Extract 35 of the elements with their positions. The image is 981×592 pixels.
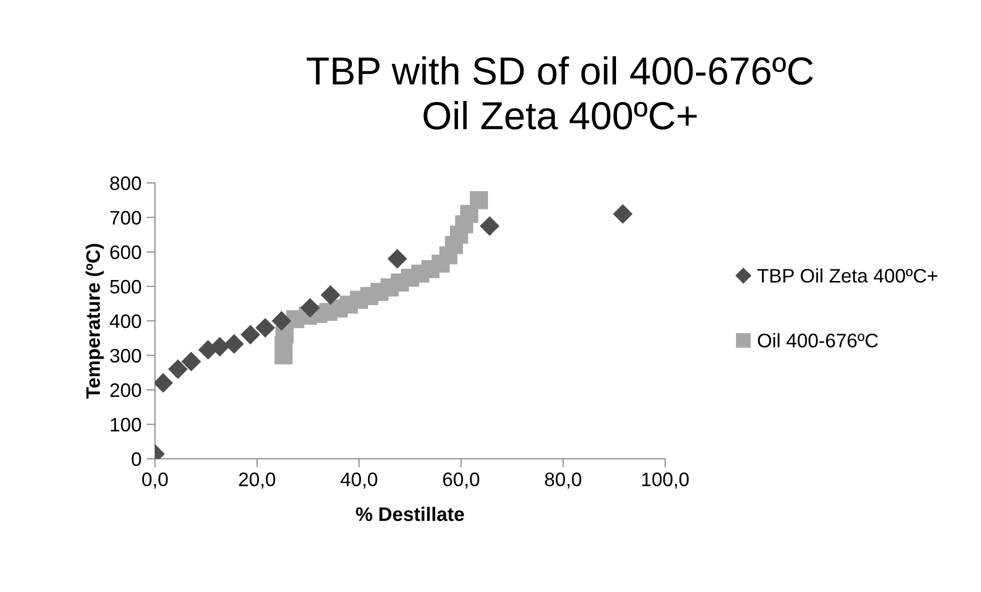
y-tick-label: 100 [110, 418, 142, 432]
x-tick-label: 100,0 [642, 472, 689, 489]
point [480, 216, 500, 236]
point [240, 325, 260, 344]
point [272, 311, 292, 330]
point [320, 285, 340, 305]
x-tick-label: 60,0 [443, 472, 480, 489]
y-axis-title: Temperature (ºC) [86, 244, 104, 399]
point [460, 204, 478, 223]
y-tick-label: 500 [110, 280, 142, 294]
y-tick-label: 200 [110, 383, 142, 398]
y-tick-label: 600 [110, 245, 142, 260]
x-tick-label: 80,0 [545, 472, 582, 489]
x-axis-title: % Destillate [356, 506, 464, 522]
point [210, 337, 230, 356]
point [168, 360, 188, 379]
y-tick-label: 300 [110, 348, 142, 363]
legend-label: Oil 400-676ºC [758, 333, 878, 348]
point [182, 352, 201, 372]
point [155, 373, 173, 392]
chart-title: TBP with SD of oil 400-676ºC Oil Zeta 400ºC+ [306, 56, 813, 130]
y-tick-label: 800 [110, 176, 142, 190]
y-tick-label: 0 [132, 452, 142, 466]
point [613, 204, 632, 224]
x-tick-label: 0,0 [142, 472, 168, 489]
point [470, 191, 488, 210]
point [388, 249, 407, 268]
x-tick-label: 40,0 [340, 472, 378, 489]
x-tick-label: 20,0 [239, 472, 276, 489]
point [256, 318, 275, 338]
y-tick-label: 700 [110, 210, 142, 225]
legend-label: TBP Oil Zeta 400ºC+ [757, 268, 938, 283]
point [224, 334, 244, 354]
point [300, 298, 320, 318]
y-tick-label: 400 [110, 314, 142, 328]
